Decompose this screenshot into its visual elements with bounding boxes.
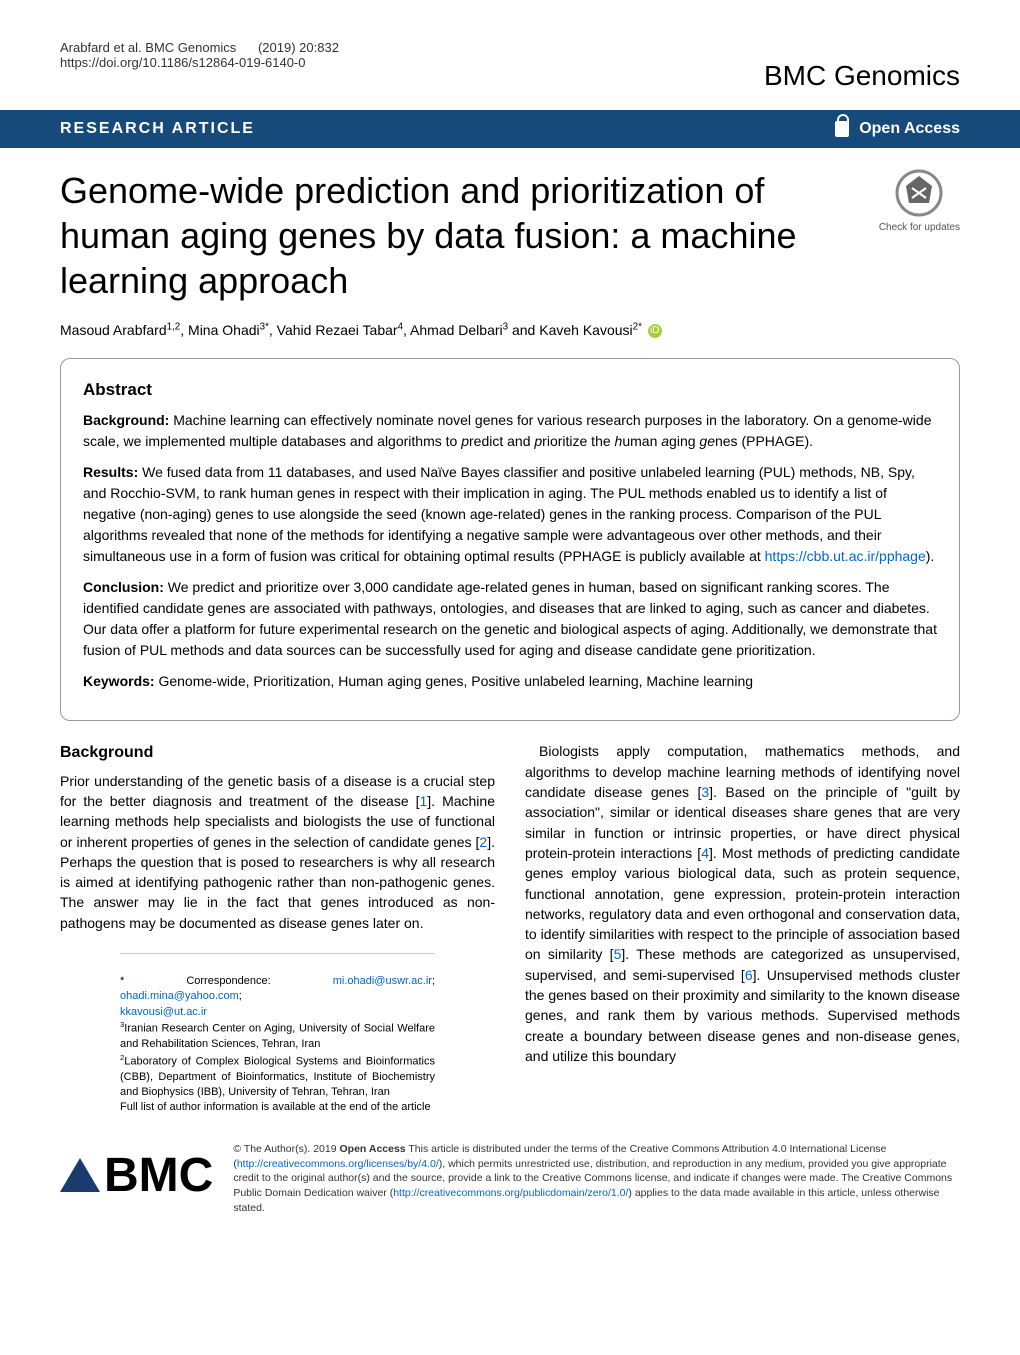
- background-label: Background:: [83, 412, 169, 428]
- authors-text: Masoud Arabfard1,2, Mina Ohadi3*, Vahid …: [60, 322, 642, 338]
- journal-title: BMC Genomics: [764, 60, 960, 92]
- cc-license-link[interactable]: http://creativecommons.org/licenses/by/4…: [237, 1158, 439, 1170]
- ref-3[interactable]: 3: [701, 784, 709, 800]
- col1-para: Prior understanding of the genetic basis…: [60, 771, 495, 933]
- open-access-text: Open Access: [859, 120, 960, 137]
- correspondence-block: * Correspondence: mi.ohadi@uswr.ac.ir; o…: [120, 953, 435, 1126]
- body-columns: Background Prior understanding of the ge…: [0, 741, 1020, 1125]
- ref-4[interactable]: 4: [701, 845, 709, 861]
- correspondence-email-1[interactable]: mi.ohadi@uswr.ac.ir: [333, 975, 432, 987]
- affiliation-2: Laboratory of Complex Biological Systems…: [120, 1055, 435, 1098]
- authors-line: Masoud Arabfard1,2, Mina Ohadi3*, Vahid …: [0, 313, 1020, 358]
- article-title: Genome-wide prediction and prioritizatio…: [60, 168, 880, 303]
- full-author-list-note: Full list of author information is avail…: [120, 1101, 431, 1113]
- citation-authors: Arabfard et al. BMC Genomics: [60, 40, 236, 55]
- bmc-triangle-icon: [60, 1158, 100, 1192]
- check-updates-text: Check for updates: [879, 222, 960, 233]
- abstract-heading: Abstract: [83, 377, 937, 403]
- right-column: Biologists apply computation, mathematic…: [525, 741, 960, 1125]
- orcid-icon[interactable]: iD: [648, 324, 662, 338]
- open-access-bold: Open Access: [340, 1143, 406, 1155]
- affiliation-3: Iranian Research Center on Aging, Univer…: [120, 1023, 435, 1050]
- license-text: © The Author(s). 2019 Open Access This a…: [233, 1142, 960, 1215]
- keywords-text: Genome-wide, Prioritization, Human aging…: [155, 673, 753, 689]
- conclusion-label: Conclusion:: [83, 579, 164, 595]
- left-column: Background Prior understanding of the ge…: [60, 741, 495, 1125]
- abstract-keywords: Keywords: Genome-wide, Prioritization, H…: [83, 671, 937, 692]
- background-text: Machine learning can effectively nominat…: [83, 412, 931, 449]
- abstract-conclusion: Conclusion: We predict and prioritize ov…: [83, 577, 937, 661]
- correspondence-email-2[interactable]: ohadi.mina@yahoo.com: [120, 990, 239, 1002]
- results-after: ).: [926, 548, 935, 564]
- abstract-results: Results: We fused data from 11 databases…: [83, 462, 937, 567]
- bmc-logo-text: BMC: [104, 1142, 213, 1209]
- check-updates-badge[interactable]: Check for updates: [879, 168, 960, 233]
- col2-text-c: ]. Most methods of predicting candidate …: [525, 845, 960, 962]
- ref-6[interactable]: 6: [745, 967, 753, 983]
- abstract-box: Abstract Background: Machine learning ca…: [60, 358, 960, 722]
- abstract-background: Background: Machine learning can effecti…: [83, 410, 937, 452]
- open-lock-icon: [835, 121, 849, 137]
- article-type-bar: RESEARCH ARTICLE Open Access: [0, 110, 1020, 148]
- open-access-label: Open Access: [835, 120, 960, 138]
- background-heading: Background: [60, 741, 495, 764]
- article-type: RESEARCH ARTICLE: [60, 120, 255, 138]
- citation-issue: (2019) 20:832: [258, 40, 339, 55]
- results-label: Results:: [83, 464, 138, 480]
- correspondence-email-3[interactable]: kkavousi@ut.ac.ir: [120, 1006, 207, 1018]
- correspondence-label: * Correspondence:: [120, 975, 333, 987]
- pd-waiver-link[interactable]: http://creativecommons.org/publicdomain/…: [393, 1187, 628, 1199]
- col2-para: Biologists apply computation, mathematic…: [525, 741, 960, 1066]
- license-a: © The Author(s). 2019: [233, 1143, 339, 1155]
- keywords-label: Keywords:: [83, 673, 155, 689]
- title-area: Genome-wide prediction and prioritizatio…: [0, 148, 1020, 313]
- conclusion-text: We predict and prioritize over 3,000 can…: [83, 579, 937, 658]
- crossmark-icon: [894, 168, 944, 218]
- bmc-logo: BMC: [60, 1142, 213, 1209]
- pphage-link[interactable]: https://cbb.ut.ac.ir/pphage: [765, 548, 926, 564]
- footer: BMC © The Author(s). 2019 Open Access Th…: [0, 1126, 1020, 1245]
- doi: https://doi.org/10.1186/s12864-019-6140-…: [60, 55, 306, 70]
